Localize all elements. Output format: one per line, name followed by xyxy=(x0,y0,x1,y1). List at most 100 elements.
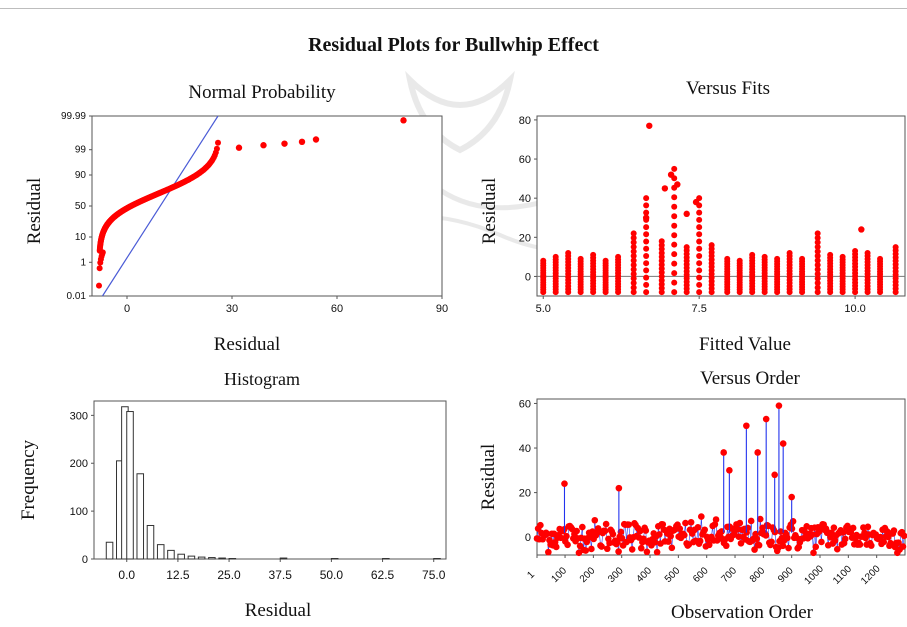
data-point xyxy=(696,238,703,245)
tick-label-x-versus-order: 800 xyxy=(748,565,768,585)
data-point xyxy=(827,251,834,258)
data-point xyxy=(598,543,605,550)
tick-label-x-normal-probability: 0 xyxy=(124,303,130,315)
data-point xyxy=(671,232,678,239)
data-point xyxy=(601,527,609,535)
tick-label-x-histogram: 37.5 xyxy=(269,568,293,582)
data-point xyxy=(545,548,552,556)
data-point xyxy=(737,540,745,547)
data-point xyxy=(814,243,821,250)
data-point xyxy=(696,252,703,259)
histogram-bar xyxy=(208,557,216,560)
tick-label-x-versus-order: 1200 xyxy=(859,563,883,587)
tick-label-y-histogram: 100 xyxy=(70,506,88,518)
data-point xyxy=(588,545,595,553)
panel-title-versus-order: Versus Order xyxy=(700,368,800,389)
data-point xyxy=(849,524,857,532)
tick-label-x-versus-fits: 10.0 xyxy=(844,303,865,315)
data-point xyxy=(630,289,637,296)
top-divider xyxy=(0,8,907,9)
plot-frame-normal-probability xyxy=(91,115,443,297)
histogram-bar xyxy=(156,544,165,560)
data-point xyxy=(814,275,821,282)
data-point xyxy=(747,517,755,525)
data-point xyxy=(818,538,825,546)
outlier-point xyxy=(692,198,700,206)
spike-point xyxy=(561,480,568,487)
data-point xyxy=(659,521,667,528)
points-versus-fits xyxy=(540,122,899,296)
data-point xyxy=(814,234,821,241)
tick-label-x-versus-fits: 7.5 xyxy=(692,303,707,315)
tick-label-y-versus-order: 0 xyxy=(525,532,531,544)
data-point xyxy=(864,249,871,256)
data-point xyxy=(696,245,703,252)
spike-point xyxy=(754,449,761,456)
tick-label-y-versus-fits: 40 xyxy=(519,193,531,205)
data-point xyxy=(651,539,659,546)
tick-label-y-normal-probability: 99.99 xyxy=(61,111,86,122)
data-point xyxy=(814,280,821,287)
tick-label-y-normal-probability: 1 xyxy=(80,257,86,268)
outlier-point xyxy=(260,142,267,149)
data-point xyxy=(833,545,841,553)
axis-label-x-versus-order: Observation Order xyxy=(671,602,814,623)
tick-label-x-versus-order: 1100 xyxy=(831,563,854,586)
outlier-point xyxy=(235,144,243,151)
data-point xyxy=(658,238,665,245)
data-point xyxy=(696,209,703,216)
data-point xyxy=(671,289,678,296)
spike-point xyxy=(615,484,623,492)
data-point xyxy=(557,534,565,542)
data-point xyxy=(696,274,703,281)
data-point xyxy=(681,531,688,539)
data-point xyxy=(774,255,781,262)
histogram-bar xyxy=(167,549,175,560)
data-point xyxy=(705,541,713,549)
data-point xyxy=(640,535,647,543)
axis-label-y-normal-probability: Residual xyxy=(24,178,45,245)
outlier-point xyxy=(858,226,865,233)
tick-label-x-normal-probability: 90 xyxy=(436,303,448,315)
data-point xyxy=(864,523,872,531)
data-point xyxy=(667,532,675,540)
data-point xyxy=(643,245,650,252)
data-point xyxy=(643,252,650,259)
data-point xyxy=(814,257,821,264)
data-point xyxy=(887,539,894,547)
data-point xyxy=(852,248,859,254)
outlier-point xyxy=(298,138,306,146)
tick-label-y-versus-fits: 0 xyxy=(525,271,531,283)
outlier-point xyxy=(667,171,675,178)
data-point xyxy=(630,284,637,291)
data-point xyxy=(540,257,547,264)
data-point xyxy=(736,257,743,264)
data-point xyxy=(810,549,817,557)
data-point xyxy=(696,231,703,238)
tick-label-x-versus-fits: 5.0 xyxy=(536,303,551,315)
data-point xyxy=(630,248,637,255)
data-point xyxy=(602,257,609,264)
data-point xyxy=(880,538,888,546)
data-point xyxy=(630,271,637,278)
data-point xyxy=(839,529,847,536)
data-point xyxy=(890,527,898,534)
data-point xyxy=(630,257,637,264)
data-point xyxy=(784,534,791,542)
data-point xyxy=(696,260,703,267)
data-point xyxy=(564,541,571,549)
data-point xyxy=(615,253,622,260)
data-point xyxy=(856,541,864,548)
data-point xyxy=(696,281,703,288)
data-point xyxy=(696,216,703,223)
data-point xyxy=(582,547,590,554)
data-point xyxy=(696,267,703,274)
data-point xyxy=(676,525,684,532)
tick-label-y-normal-probability: 0.01 xyxy=(67,291,87,302)
tick-label-y-histogram: 300 xyxy=(70,410,88,422)
data-point xyxy=(653,548,661,556)
data-point xyxy=(736,519,744,527)
tick-label-x-histogram: 50.0 xyxy=(320,568,344,582)
data-point xyxy=(603,545,611,553)
